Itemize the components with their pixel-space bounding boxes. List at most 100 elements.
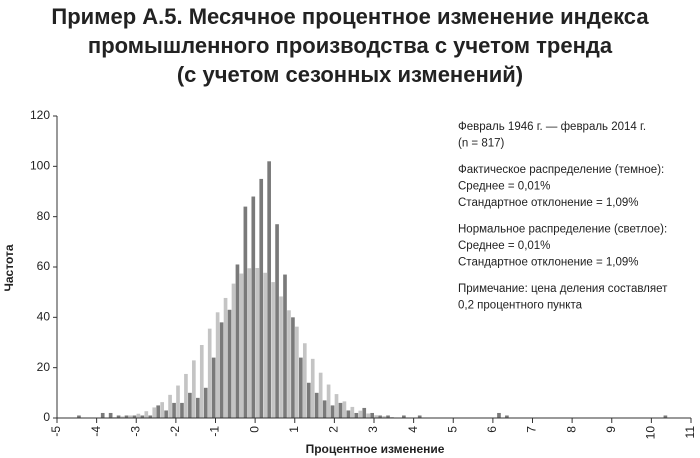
bar (176, 385, 180, 418)
chart-title: промышленного производства с учетом трен… (88, 33, 613, 58)
bar (100, 412, 105, 418)
bar (358, 410, 363, 418)
x-tick-label: 4 (406, 426, 420, 433)
bar (314, 392, 319, 418)
annotation: Февраль 1946 г. — февраль 2014 г. (458, 121, 646, 133)
bar (231, 283, 236, 418)
chart-title: (с учетом сезонных изменений) (177, 62, 523, 87)
bar (497, 412, 501, 418)
bar (263, 272, 268, 418)
bar (378, 415, 382, 418)
bar (152, 407, 157, 418)
bar (215, 312, 220, 418)
x-tick-label: 2 (327, 426, 341, 433)
bar (207, 328, 212, 418)
x-tick-label: 10 (644, 426, 658, 440)
annotation: Среднее = 0,01% (458, 181, 550, 193)
bar (390, 416, 394, 418)
x-tick-label: 11 (683, 426, 697, 439)
bar (239, 273, 244, 418)
bar (306, 382, 311, 418)
bar (251, 196, 256, 418)
bar (184, 373, 188, 418)
bar (275, 224, 279, 418)
bar (362, 407, 367, 418)
bar (267, 161, 271, 419)
x-tick-label: -4 (89, 426, 103, 437)
x-tick-label: 0 (247, 426, 261, 433)
bar (271, 282, 275, 418)
y-tick-label: 100 (30, 159, 50, 173)
y-tick-label: 120 (30, 108, 50, 122)
bar (310, 358, 315, 418)
bar (108, 412, 113, 418)
bar (219, 322, 224, 418)
bar (128, 415, 133, 418)
bar (346, 410, 351, 418)
bar (287, 310, 291, 418)
bar (199, 345, 204, 418)
y-tick-label: 80 (37, 209, 51, 223)
bar (243, 206, 248, 418)
bar (255, 268, 260, 418)
bar (354, 412, 359, 418)
bar (302, 343, 307, 418)
y-tick-label: 40 (37, 310, 51, 324)
bar (160, 402, 164, 418)
annotation: Нормальное распределение (светлое): (458, 224, 667, 236)
bar (140, 415, 145, 418)
bar (144, 411, 149, 418)
bar (223, 297, 228, 418)
bar (120, 416, 125, 418)
x-tick-label: 3 (366, 426, 380, 433)
bar (235, 264, 240, 418)
bar (366, 413, 371, 418)
bar (350, 406, 355, 418)
y-tick-label: 60 (37, 259, 51, 273)
bar (180, 402, 184, 418)
bar (386, 415, 390, 418)
annotation: Примечание: цена деления составляет (458, 283, 668, 295)
x-tick-label: 1 (287, 426, 301, 433)
bar (136, 413, 141, 418)
bar (318, 372, 323, 418)
x-tick-label: -1 (208, 426, 222, 437)
bar (279, 296, 283, 418)
y-axis-label: Частота (2, 244, 16, 291)
bar (156, 405, 161, 418)
bar (342, 401, 347, 418)
bar (164, 410, 168, 418)
bar (124, 415, 129, 418)
bar (116, 415, 121, 418)
bar (227, 309, 232, 418)
bar (402, 415, 406, 418)
bar (370, 412, 374, 418)
x-tick-label: 5 (445, 426, 459, 433)
bar (188, 392, 192, 418)
bar (203, 387, 208, 418)
bar (417, 415, 422, 418)
x-tick-label: -2 (168, 426, 182, 437)
bar (663, 415, 668, 418)
bar (283, 274, 287, 418)
annotation: Среднее = 0,01% (458, 240, 550, 252)
y-tick-label: 0 (43, 410, 50, 424)
bar (326, 384, 331, 418)
bar (295, 326, 299, 418)
bar (322, 400, 327, 418)
x-tick-label: -3 (128, 426, 142, 437)
annotation: Стандартное отклонение = 1,09% (458, 257, 638, 269)
bar (192, 360, 196, 418)
x-tick-label: 8 (564, 426, 578, 433)
x-tick-label: 7 (525, 426, 539, 433)
bar (505, 415, 509, 418)
chart-title: Пример А.5. Месячное процентное изменени… (51, 4, 649, 29)
bar (77, 415, 81, 418)
bar (299, 357, 303, 418)
annotation: (n = 817) (458, 138, 505, 150)
bar (132, 415, 137, 418)
bar (291, 317, 295, 418)
bar (195, 397, 200, 418)
annotation: Фактическое распределение (темное): (458, 164, 664, 176)
